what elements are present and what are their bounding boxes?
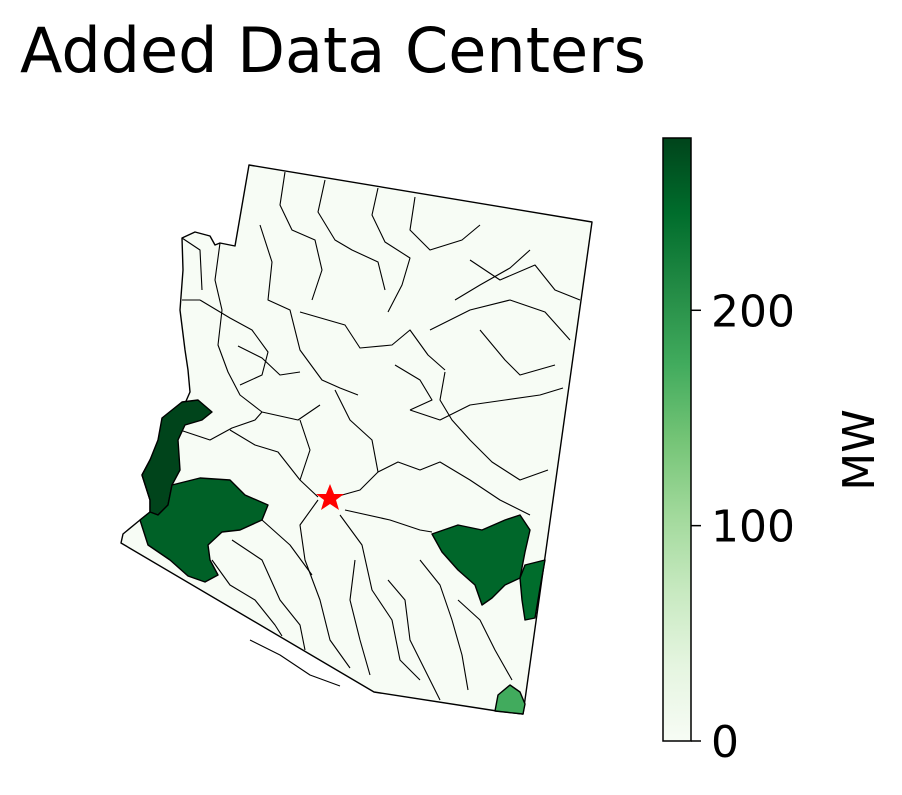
- colorbar-label: MW: [834, 409, 885, 490]
- star-marker: [316, 484, 344, 510]
- colorbar-tick-label: 100: [711, 502, 795, 553]
- choropleth-map: [120, 164, 593, 715]
- colorbar-tick-label: 200: [711, 286, 795, 337]
- region-southwest: [139, 477, 269, 583]
- region-boundaries: [179, 171, 581, 701]
- state-outline: [120, 164, 593, 715]
- region-east-border: [519, 559, 546, 621]
- colorbar-tick-label: 0: [711, 717, 739, 768]
- colorbar: 0 100 200 MW: [662, 137, 885, 768]
- colorbar-ticks: 0 100 200: [691, 286, 795, 768]
- colorbar-bar: [662, 137, 692, 742]
- region-southeast-corner: [494, 684, 526, 715]
- chart-title: Added Data Centers: [20, 14, 646, 87]
